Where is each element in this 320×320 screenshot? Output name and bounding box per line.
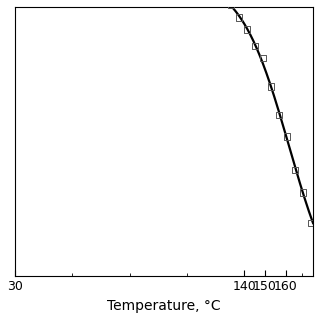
Point [260,56,266,61]
Point [236,15,242,20]
Point [276,112,282,117]
Point [244,27,250,32]
Point [228,2,234,7]
X-axis label: Temperature, °C: Temperature, °C [107,299,221,313]
Point [284,134,290,139]
Point [292,168,298,173]
Point [252,44,258,49]
Point [308,221,314,226]
Point [300,190,306,195]
Point [268,84,274,89]
Point [220,0,226,4]
